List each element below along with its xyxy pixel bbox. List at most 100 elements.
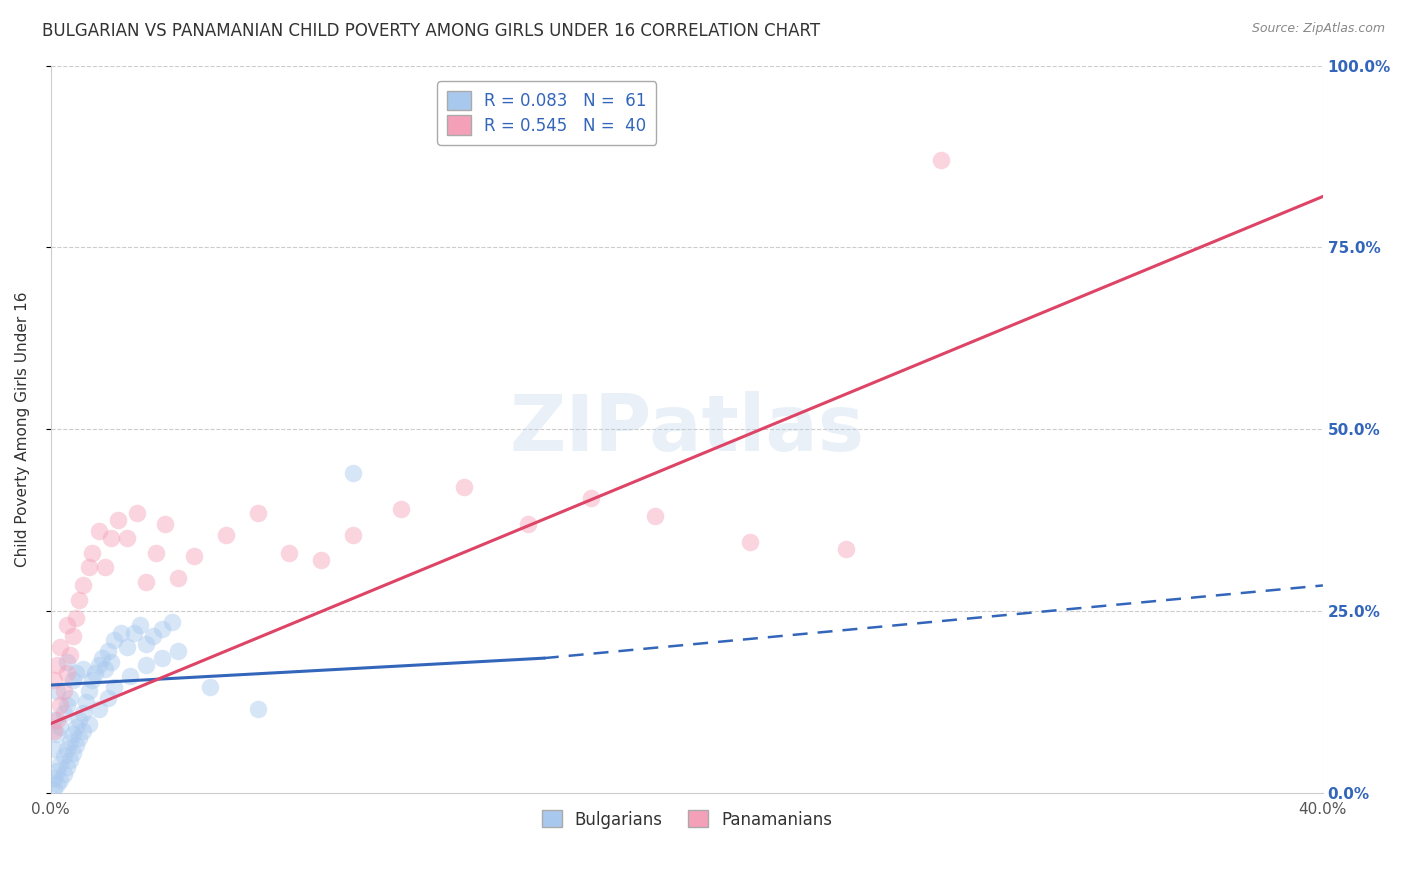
Point <box>100 531 122 545</box>
Point <box>115 640 138 655</box>
Point <box>103 680 125 694</box>
Point <box>198 680 221 694</box>
Y-axis label: Child Poverty Among Girls Under 16: Child Poverty Among Girls Under 16 <box>15 292 30 567</box>
Point <box>246 506 269 520</box>
Point <box>145 546 167 560</box>
Point <box>100 655 122 669</box>
Point <box>62 629 84 643</box>
Point <box>97 691 120 706</box>
Legend: Bulgarians, Panamanians: Bulgarians, Panamanians <box>534 804 839 835</box>
Point <box>581 491 603 506</box>
Point <box>103 632 125 647</box>
Point <box>46 777 69 791</box>
Point <box>110 625 132 640</box>
Point <box>87 658 110 673</box>
Point <box>52 684 75 698</box>
Point <box>155 516 177 531</box>
Point <box>49 756 72 771</box>
Point <box>55 698 77 713</box>
Point <box>49 698 72 713</box>
Point <box>55 742 77 756</box>
Point <box>342 527 364 541</box>
Point <box>42 713 65 727</box>
Point <box>160 615 183 629</box>
Point <box>42 723 65 738</box>
Point <box>82 546 104 560</box>
Point <box>46 658 69 673</box>
Point <box>342 466 364 480</box>
Point <box>167 644 190 658</box>
Point <box>453 480 475 494</box>
Point <box>77 560 100 574</box>
Point <box>115 531 138 545</box>
Point <box>90 651 112 665</box>
Point <box>516 516 538 531</box>
Point <box>42 673 65 687</box>
Point <box>309 553 332 567</box>
Point <box>835 542 858 557</box>
Point <box>49 720 72 734</box>
Point <box>929 153 952 168</box>
Point <box>740 534 762 549</box>
Point <box>122 625 145 640</box>
Point <box>46 713 69 727</box>
Point <box>59 753 82 767</box>
Point <box>87 702 110 716</box>
Point <box>59 648 82 662</box>
Point <box>42 782 65 797</box>
Point <box>59 735 82 749</box>
Point <box>55 655 77 669</box>
Point <box>75 695 97 709</box>
Point <box>59 691 82 706</box>
Point <box>77 716 100 731</box>
Text: ZIPatlas: ZIPatlas <box>509 391 865 467</box>
Point <box>55 618 77 632</box>
Point <box>69 593 91 607</box>
Point <box>65 665 87 680</box>
Point <box>65 720 87 734</box>
Point <box>389 502 412 516</box>
Point <box>72 723 94 738</box>
Point <box>52 706 75 720</box>
Text: BULGARIAN VS PANAMANIAN CHILD POVERTY AMONG GIRLS UNDER 16 CORRELATION CHART: BULGARIAN VS PANAMANIAN CHILD POVERTY AM… <box>42 22 820 40</box>
Point <box>42 771 65 785</box>
Point <box>62 746 84 760</box>
Point <box>46 684 69 698</box>
Point <box>97 644 120 658</box>
Point <box>120 669 142 683</box>
Point <box>82 673 104 687</box>
Point <box>128 618 150 632</box>
Point <box>65 611 87 625</box>
Point <box>183 549 205 564</box>
Point <box>69 731 91 745</box>
Point <box>55 665 77 680</box>
Point <box>46 727 69 741</box>
Point <box>644 509 666 524</box>
Point <box>62 673 84 687</box>
Point <box>135 574 157 589</box>
Point <box>215 527 238 541</box>
Point <box>135 658 157 673</box>
Point <box>46 764 69 778</box>
Point <box>65 739 87 753</box>
Point <box>72 706 94 720</box>
Point <box>107 513 129 527</box>
Point <box>246 702 269 716</box>
Point <box>42 742 65 756</box>
Point <box>72 662 94 676</box>
Point <box>72 578 94 592</box>
Point <box>135 637 157 651</box>
Point <box>84 665 107 680</box>
Point <box>69 713 91 727</box>
Point <box>150 622 173 636</box>
Point <box>150 651 173 665</box>
Point <box>142 629 165 643</box>
Point <box>55 760 77 774</box>
Point <box>62 727 84 741</box>
Point <box>77 684 100 698</box>
Point <box>278 546 301 560</box>
Point <box>94 662 117 676</box>
Point <box>49 772 72 787</box>
Point <box>49 640 72 655</box>
Point <box>125 506 148 520</box>
